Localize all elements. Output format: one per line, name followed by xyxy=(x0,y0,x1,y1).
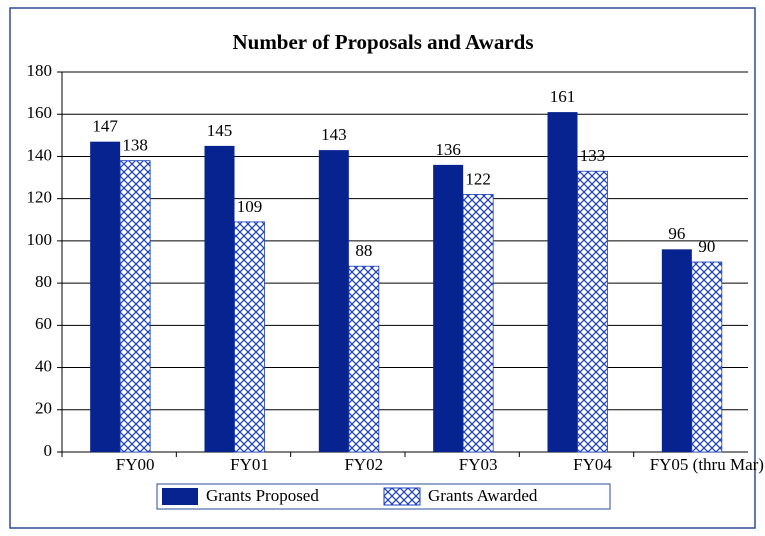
x-tick-label: FY02 xyxy=(344,455,383,474)
legend-label: Grants Awarded xyxy=(428,486,538,505)
legend-swatch xyxy=(162,488,198,505)
bar xyxy=(661,249,692,452)
y-tick-label: 120 xyxy=(27,188,53,207)
data-label: 133 xyxy=(580,146,606,165)
y-tick-label: 160 xyxy=(27,103,53,122)
legend-swatch xyxy=(383,487,421,506)
x-tick-label: FY03 xyxy=(459,455,498,474)
data-label: 88 xyxy=(355,241,372,260)
data-label: 143 xyxy=(321,125,347,144)
data-label: 147 xyxy=(92,117,118,136)
y-tick-label: 80 xyxy=(35,272,52,291)
data-label: 138 xyxy=(122,136,148,155)
bar xyxy=(691,261,723,453)
data-label: 109 xyxy=(237,197,263,216)
data-label: 161 xyxy=(550,87,576,106)
bar xyxy=(577,170,608,453)
x-tick-label: FY04 xyxy=(573,455,612,474)
chart-title: Number of Proposals and Awards xyxy=(232,30,533,54)
bar xyxy=(462,194,494,453)
y-tick-label: 140 xyxy=(27,145,53,164)
y-tick-label: 60 xyxy=(35,314,52,333)
data-label: 136 xyxy=(435,140,461,159)
y-tick-label: 40 xyxy=(35,356,52,375)
data-label: 122 xyxy=(465,169,491,188)
data-label: 96 xyxy=(668,224,685,243)
bar xyxy=(433,164,464,452)
x-tick-label: FY01 xyxy=(230,455,269,474)
bar xyxy=(318,150,349,452)
bar xyxy=(90,141,121,452)
bar xyxy=(204,145,235,452)
x-tick-label: FY05 (thru Mar) xyxy=(650,455,764,474)
y-tick-label: 100 xyxy=(27,230,53,249)
data-label: 145 xyxy=(207,121,233,140)
bar xyxy=(547,112,578,452)
bar xyxy=(348,265,380,453)
bar xyxy=(234,221,265,453)
x-tick-label: FY00 xyxy=(116,455,155,474)
y-tick-label: 20 xyxy=(35,399,52,418)
legend-label: Grants Proposed xyxy=(206,486,319,505)
data-label: 90 xyxy=(698,237,715,256)
y-tick-label: 180 xyxy=(27,61,53,80)
y-tick-label: 0 xyxy=(44,441,53,460)
bar xyxy=(119,160,151,453)
